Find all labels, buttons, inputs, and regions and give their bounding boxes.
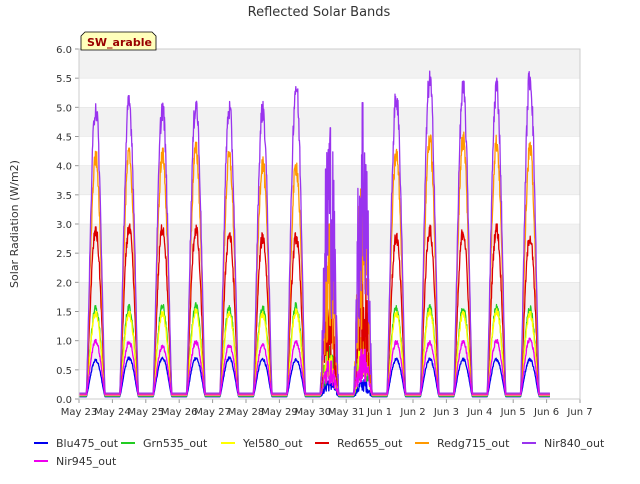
y-tick-label: 3.5 <box>56 191 72 202</box>
legend: Blu475_out Grn535_out Yel580_out Red655_out… <box>34 437 605 468</box>
legend-label: Grn535_out <box>143 437 208 450</box>
y-tick-label: 1.0 <box>56 337 72 348</box>
series-lines <box>78 70 551 398</box>
legend-label: Yel580_out <box>242 437 303 450</box>
x-tick-label: May 24 <box>94 407 131 418</box>
legend-label: Redg715_out <box>437 437 510 450</box>
y-tick-label: 3.0 <box>56 220 72 231</box>
y-axis-label: Solar Radiation (W/m2) <box>8 160 21 288</box>
legend-label: Red655_out <box>337 437 403 450</box>
x-tick-label: May 23 <box>61 407 98 418</box>
series-line-nir945-out <box>78 337 551 396</box>
site-label-text: SW_arable <box>87 36 152 49</box>
x-tick-label: Jun 3 <box>433 407 459 418</box>
legend-label: Nir840_out <box>544 437 605 450</box>
legend-label: Nir945_out <box>56 455 117 468</box>
x-tick-label: May 26 <box>161 407 198 418</box>
site-label-box: SW_arable <box>80 31 157 51</box>
x-tick-label: May 27 <box>194 407 231 418</box>
x-tick-label: May 31 <box>328 407 365 418</box>
y-tick-label: 1.5 <box>56 308 72 319</box>
y-tick-label: 2.5 <box>56 249 72 260</box>
x-tick-label: Jun 6 <box>533 407 559 418</box>
x-tick-label: May 28 <box>228 407 265 418</box>
series-line-nir840-out <box>78 70 551 394</box>
grid-band <box>79 49 580 79</box>
y-tick-label: 5.0 <box>56 103 72 114</box>
x-tick-label: Jun 2 <box>399 407 425 418</box>
y-tick-label: 2.0 <box>56 278 72 289</box>
y-tick-label: 0.5 <box>56 366 72 377</box>
y-tick-label: 4.5 <box>56 133 72 144</box>
site-label-background <box>80 31 157 51</box>
x-tick-label: Jun 7 <box>566 407 592 418</box>
y-tick-label: 6.0 <box>56 45 72 56</box>
x-tick-label: Jun 1 <box>366 407 392 418</box>
chart-title: Reflected Solar Bands <box>248 5 391 20</box>
y-tick-label: 4.0 <box>56 162 72 173</box>
y-tick-label: 0.0 <box>56 395 72 406</box>
y-tick-label: 5.5 <box>56 74 72 85</box>
x-tick-label: May 29 <box>261 407 298 418</box>
x-tick-label: May 30 <box>295 407 332 418</box>
y-axis-ticks: 0.0 0.5 1.0 1.5 2.0 2.5 3.0 3.5 4.0 4.5 5.0 5.5 6.0 <box>56 45 79 406</box>
x-tick-label: May 25 <box>128 407 165 418</box>
plot-frame <box>78 48 581 400</box>
legend-label: Blu475_out <box>56 437 119 450</box>
x-tick-label: Jun 4 <box>466 407 492 418</box>
x-tick-label: Jun 5 <box>500 407 526 418</box>
